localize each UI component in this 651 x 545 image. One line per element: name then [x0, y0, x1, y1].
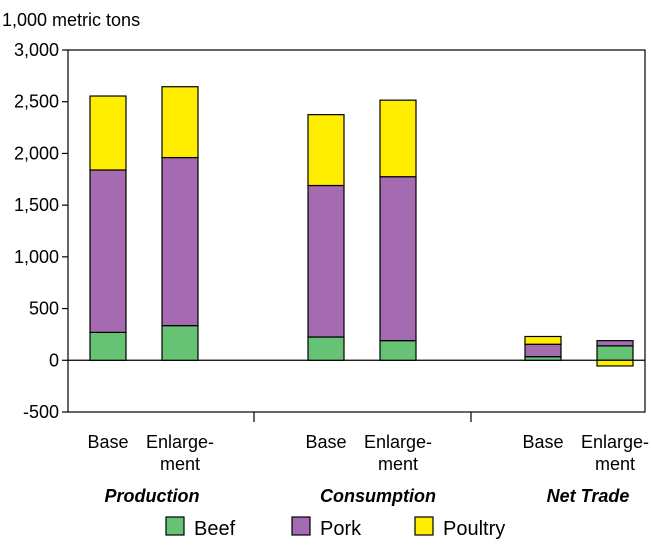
- category-label: ment: [160, 454, 200, 474]
- y-tick-label: 1,000: [14, 247, 59, 267]
- y-tick-label: 500: [29, 299, 59, 319]
- category-label: Base: [87, 432, 128, 452]
- bar-segment-beef: [596, 345, 634, 361]
- group-label: Net Trade: [547, 486, 630, 506]
- y-tick-label: 0: [49, 350, 59, 370]
- category-label: Base: [522, 432, 563, 452]
- bar-segment-beef: [161, 325, 199, 361]
- bar-segment-poultry: [524, 335, 562, 345]
- y-tick-label: 3,000: [14, 40, 59, 60]
- bar-segment-pork: [161, 156, 199, 327]
- y-tick-label: -500: [23, 402, 59, 422]
- bar-segment-poultry: [379, 99, 417, 178]
- bar-segment-pork: [379, 176, 417, 342]
- category-label: Enlarge-: [146, 432, 214, 452]
- category-label: Enlarge-: [581, 432, 649, 452]
- bar-segment-pork: [89, 169, 127, 333]
- legend-label: Beef: [194, 518, 236, 540]
- legend-swatch: [414, 516, 434, 536]
- y-tick-label: 1,500: [14, 195, 59, 215]
- legend-label: Poultry: [443, 518, 505, 540]
- group-label: Consumption: [320, 486, 436, 506]
- bar-segment-pork: [596, 340, 634, 347]
- plot-frame: [67, 49, 646, 413]
- y-tick-label: 2,000: [14, 143, 59, 163]
- bar-segment-pork: [524, 343, 562, 358]
- bar-segment-poultry: [596, 359, 634, 367]
- y-tick-label: 2,500: [14, 92, 59, 112]
- bar-segment-poultry: [307, 114, 345, 187]
- bar-segment-poultry: [161, 86, 199, 159]
- legend-swatch: [165, 516, 185, 536]
- category-label: ment: [595, 454, 635, 474]
- legend-swatch: [291, 516, 311, 536]
- bar-segment-beef: [379, 340, 417, 361]
- group-label: Production: [105, 486, 200, 506]
- bar-segment-pork: [307, 184, 345, 338]
- bar-segment-beef: [307, 336, 345, 361]
- legend-label: Pork: [320, 518, 362, 540]
- unit-label: 1,000 metric tons: [2, 10, 140, 30]
- category-label: ment: [378, 454, 418, 474]
- category-label: Base: [305, 432, 346, 452]
- bar-segment-beef: [89, 331, 127, 361]
- category-label: Enlarge-: [364, 432, 432, 452]
- bar-segment-poultry: [89, 95, 127, 171]
